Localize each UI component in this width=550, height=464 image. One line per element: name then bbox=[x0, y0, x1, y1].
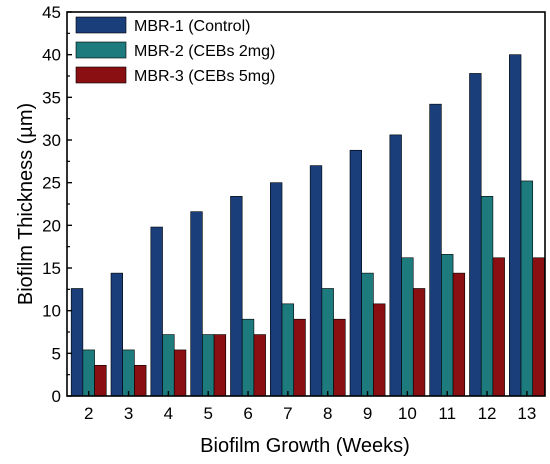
bar-series-3-week-10 bbox=[412, 288, 426, 397]
bar-series-1-week-12 bbox=[469, 73, 482, 397]
bar-series-3-week-11 bbox=[452, 272, 466, 397]
x-tick-label: 10 bbox=[398, 404, 417, 423]
bar-series-3-week-4 bbox=[173, 349, 187, 397]
x-tick-label: 7 bbox=[283, 404, 292, 423]
bar-series-1-week-5 bbox=[190, 211, 203, 397]
y-tick-label: 40 bbox=[42, 46, 61, 65]
bar-series-2-week-9 bbox=[361, 272, 374, 397]
bar-series-1-week-9 bbox=[349, 149, 362, 397]
x-tick-label: 2 bbox=[84, 404, 93, 423]
y-tick-label: 45 bbox=[42, 3, 61, 22]
y-tick-label: 10 bbox=[42, 302, 61, 321]
bar-series-3-week-9 bbox=[373, 303, 386, 397]
bar-series-1-week-10 bbox=[389, 134, 402, 397]
x-tick-label: 8 bbox=[323, 404, 332, 423]
legend-swatch-1 bbox=[75, 16, 127, 34]
bar-series-3-week-3 bbox=[134, 364, 147, 397]
bar-series-1-week-11 bbox=[429, 103, 442, 397]
bar-series-2-week-7 bbox=[281, 303, 295, 397]
legend-swatch-2 bbox=[75, 41, 127, 59]
bar-series-3-week-13 bbox=[532, 257, 545, 397]
y-tick-label: 5 bbox=[52, 344, 61, 363]
bar-series-2-week-10 bbox=[401, 257, 414, 397]
x-axis-title: Biofilm Growth (Weeks) bbox=[200, 435, 410, 457]
bar-series-2-week-4 bbox=[162, 334, 175, 397]
bars-layer bbox=[70, 54, 545, 397]
y-tick-label: 35 bbox=[42, 88, 61, 107]
bar-series-1-week-2 bbox=[70, 288, 84, 397]
x-tick-label: 12 bbox=[478, 404, 497, 423]
legend-swatch-3 bbox=[75, 66, 127, 84]
bar-series-2-week-5 bbox=[202, 334, 215, 397]
x-tick-label: 4 bbox=[164, 404, 173, 423]
bar-series-2-week-8 bbox=[321, 288, 334, 397]
bar-series-3-week-5 bbox=[213, 334, 227, 397]
bar-series-2-week-13 bbox=[520, 180, 534, 397]
bar-series-3-week-7 bbox=[293, 318, 306, 397]
bar-series-1-week-4 bbox=[150, 226, 163, 397]
bar-series-2-week-11 bbox=[441, 254, 454, 397]
x-tick-label: 13 bbox=[517, 404, 536, 423]
x-tick-label: 5 bbox=[203, 404, 212, 423]
bar-series-2-week-2 bbox=[82, 349, 95, 397]
x-tick-label: 3 bbox=[124, 404, 133, 423]
x-tick-label: 11 bbox=[438, 404, 456, 423]
bar-series-2-week-3 bbox=[122, 349, 135, 397]
x-tick-label: 9 bbox=[363, 404, 372, 423]
y-tick-label: 25 bbox=[42, 174, 61, 193]
y-tick-label: 30 bbox=[42, 131, 61, 150]
bar-series-3-week-8 bbox=[333, 318, 346, 397]
bar-series-3-week-6 bbox=[253, 334, 266, 397]
legend: MBR-1 (Control) MBR-2 (CEBs 2mg) MBR-3 (CE… bbox=[75, 16, 275, 85]
y-tick-label: 20 bbox=[42, 216, 61, 235]
legend-label-3: MBR-3 (CEBs 5mg) bbox=[134, 68, 275, 85]
bar-series-1-week-8 bbox=[309, 165, 323, 397]
bar-series-3-week-12 bbox=[492, 257, 505, 397]
y-tick-label: 0 bbox=[52, 387, 61, 406]
bar-series-1-week-3 bbox=[110, 272, 123, 397]
bar-series-1-week-6 bbox=[230, 196, 243, 397]
bar-series-1-week-13 bbox=[509, 54, 522, 397]
y-axis-title: Biofilm Thickness (µm) bbox=[15, 103, 37, 305]
bar-series-3-week-2 bbox=[94, 364, 107, 397]
y-tick-label: 15 bbox=[42, 259, 61, 278]
x-tick-label: 6 bbox=[243, 404, 252, 423]
bar-series-2-week-6 bbox=[241, 318, 255, 397]
bar-series-2-week-12 bbox=[480, 196, 494, 397]
legend-label-1: MBR-1 (Control) bbox=[134, 18, 250, 35]
bar-series-1-week-7 bbox=[270, 182, 283, 397]
legend-label-2: MBR-2 (CEBs 2mg) bbox=[134, 43, 275, 60]
